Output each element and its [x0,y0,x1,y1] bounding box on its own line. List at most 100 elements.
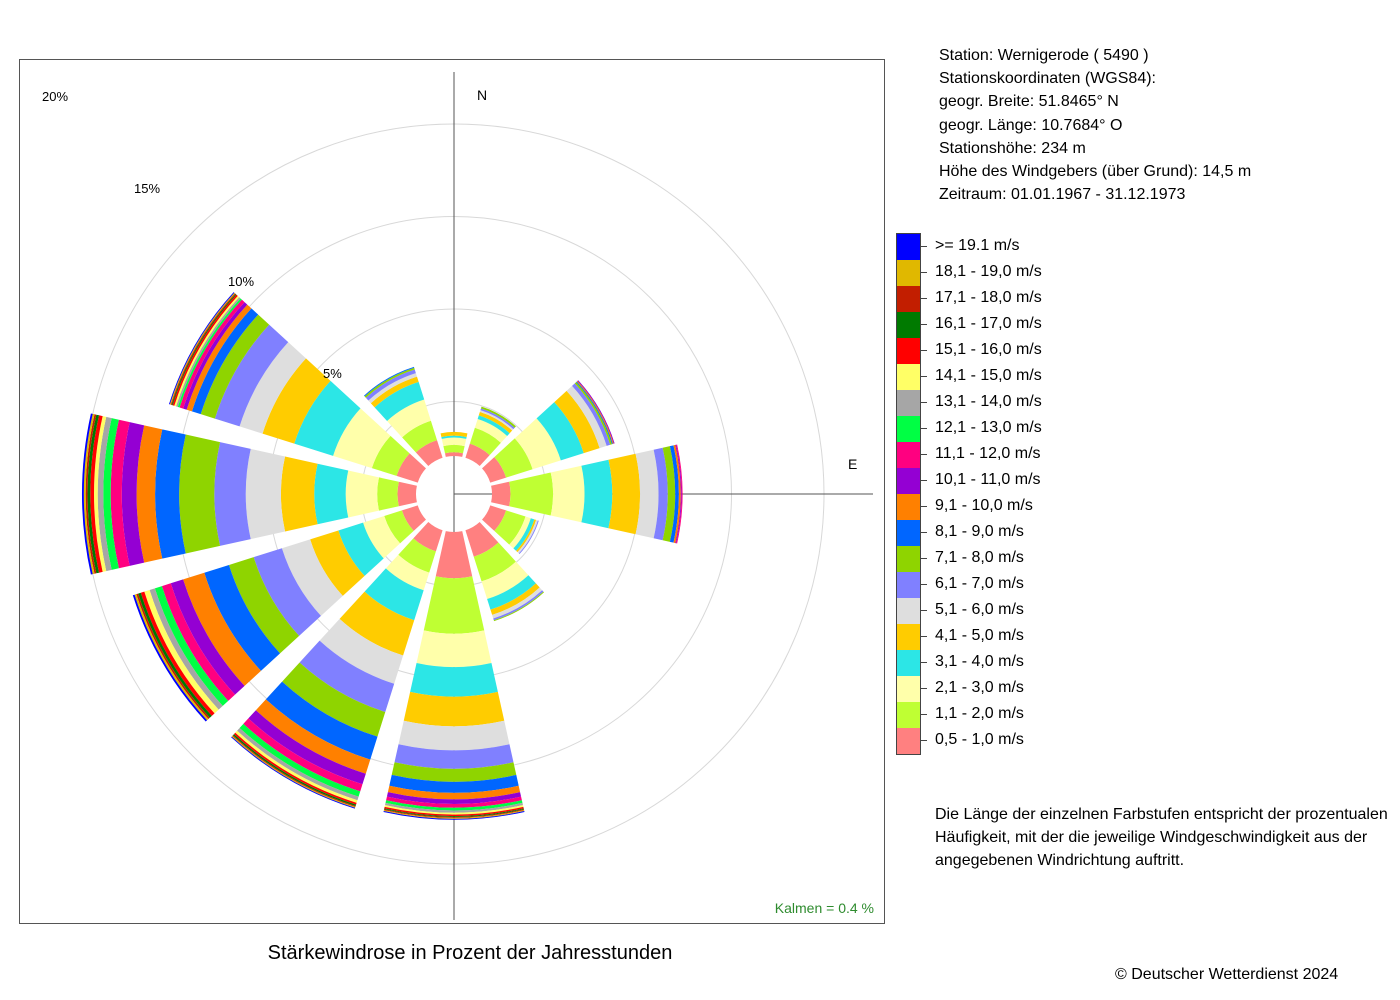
legend-tick [921,350,927,351]
sector-band-300-class-6 [214,324,289,427]
legend-swatch [897,520,920,546]
sector-band-240-class-3 [338,522,384,576]
legend-label: 0,5 - 1,0 m/s [935,731,1024,748]
sector-band-90-class-4 [608,453,641,535]
sector-band-270-class-13 [97,416,112,572]
sector-band-210-class-5 [319,618,404,684]
sector-band-210-class-3 [364,568,424,621]
legend-swatch [897,338,920,364]
ring-label-15: 15% [134,181,160,196]
sector-band-120-class-6 [518,520,539,555]
legend-label: 5,1 - 6,0 m/s [935,601,1024,618]
sector-band-180-class-0 [435,531,473,579]
sector-band-300-class-9 [186,304,252,412]
legend-swatch [897,598,920,624]
sector-band-240-class-14 [144,589,219,714]
sector-band-270-class-1 [377,477,399,511]
sector-band-60-class-7 [574,382,612,445]
sector-band-120-class-3 [513,518,535,551]
sector-band-270-class-2 [345,470,379,518]
sector-band-90-class-9 [673,444,681,544]
sector-band-240-class-11 [161,583,236,701]
sector-band-180-class-12 [385,800,523,811]
sector-band-90-class-6 [653,447,668,541]
legend-tick [921,324,927,325]
sector-band-300-class-1 [371,435,410,476]
station-info: Station: Wernigerode ( 5490 ) Stationsko… [939,44,1251,206]
sector-band-240-class-10 [170,579,245,695]
sector-band-180-class-4 [403,691,505,727]
sector-band-150-class-5 [492,587,543,619]
sector-band-60-class-6 [572,383,611,446]
sector-band-330-class-4 [370,376,419,408]
sector-band-90-class-7 [662,446,676,542]
sector-band-60-class-1 [494,438,533,478]
sector-band-90-class-1 [509,472,554,516]
sector-band-180-class-8 [389,774,519,793]
legend-tick [921,636,927,637]
sector-band-210-class-11 [243,718,363,792]
sector-band-60-class-0 [482,457,507,483]
sector-band-300-class-3 [294,380,361,456]
sector-band-180-class-2 [416,630,492,668]
sector-band-240-class-0 [401,505,426,531]
sector-band-90-class-2 [550,465,585,523]
sector-band-210-class-10 [248,710,366,785]
sector-band-300-class-5 [239,342,306,434]
legend-label: 6,1 - 7,0 m/s [935,575,1024,592]
sector-band-30-class-2 [474,418,508,443]
sector-band-300-class-10 [183,302,248,410]
sector-band-180-class-13 [385,802,523,813]
legend-swatch [897,416,920,442]
sector-band-90-class-5 [635,449,659,539]
sector-band-150-class-4 [490,583,540,615]
legend-label: 9,1 - 10,0 m/s [935,497,1033,514]
sector-band-120-class-0 [482,505,507,531]
legend-tick [921,298,927,299]
legend-tick [921,584,927,585]
sector-band-0-class-3 [441,435,467,439]
legend-label: 7,1 - 8,0 m/s [935,549,1024,566]
sector-band-150-class-6 [493,590,544,621]
legend-swatch [897,546,920,572]
sector-band-270-class-12 [103,418,119,570]
legend-tick [921,610,927,611]
sector-band-30-class-6 [480,408,515,430]
legend-swatch [897,572,920,598]
legend-label: 11,1 - 12,0 m/s [935,445,1041,462]
sector-band-210-class-0 [413,522,443,552]
legend-label: 8,1 - 9,0 m/s [935,523,1024,540]
sector-band-180-class-18 [383,810,525,819]
legend-swatch [897,260,920,286]
legend-label: 4,1 - 5,0 m/s [935,627,1024,644]
time-period: Zeitraum: 01.01.1967 - 31.12.1973 [939,186,1186,204]
sector-band-30-class-0 [465,443,490,466]
sector-band-270-class-9 [136,425,163,563]
sector-band-120-class-5 [517,519,538,554]
sector-band-180-class-11 [386,796,522,808]
legend-swatch [897,494,920,520]
legend-label: 15,1 - 16,0 m/s [935,341,1042,358]
legend-tick [921,558,927,559]
copyright: © Deutscher Wetterdienst 2024 [1115,966,1339,983]
sector-band-180-class-14 [384,805,524,815]
direction-label-east: E [848,456,857,472]
legend-color-scale [896,233,921,755]
legend-label: 14,1 - 15,0 m/s [935,367,1042,384]
legend-swatch [897,364,920,390]
sector-band-90-class-8 [669,445,679,543]
station-longitude: geogr. Länge: 10.7684° O [939,116,1123,134]
sector-band-150-class-2 [481,561,529,600]
sector-band-330-class-2 [387,399,431,438]
sector-band-240-class-13 [149,588,223,710]
sector-band-180-class-1 [423,576,485,634]
sector-band-300-class-8 [191,308,259,415]
sector-band-240-class-5 [281,539,343,616]
sector-band-330-class-6 [365,369,416,401]
sector-band-270-class-17 [85,414,97,574]
legend-swatch [897,676,920,702]
anemometer-height: Höhe des Windgebers (über Grund): 14,5 m [939,163,1252,181]
station-altitude: Stationshöhe: 234 m [939,139,1086,157]
sector-band-60-class-2 [514,418,561,470]
legend-swatch [897,390,920,416]
